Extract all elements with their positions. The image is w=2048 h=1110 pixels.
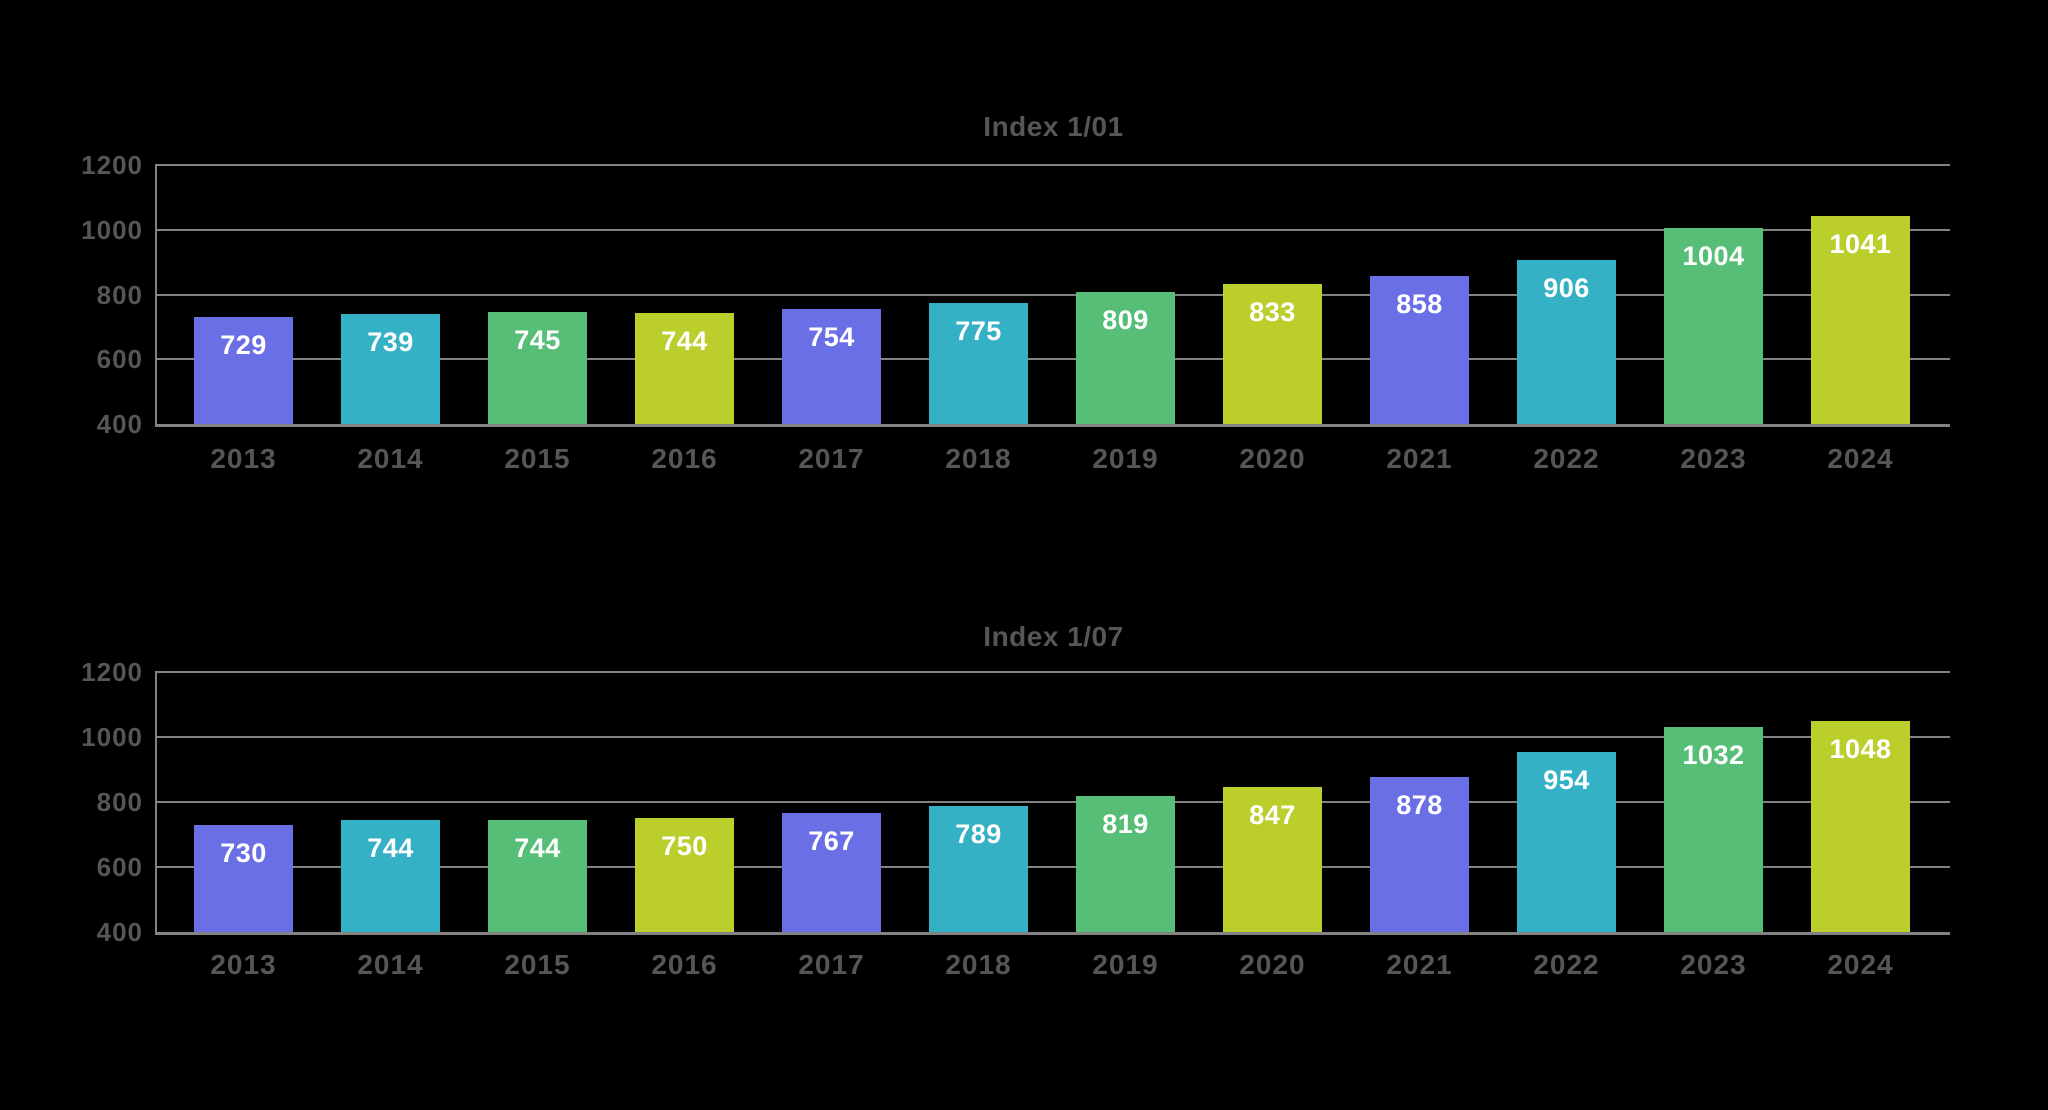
bar-value-label: 1032 [1682, 740, 1745, 770]
x-tick-label-2018: 2018 [945, 949, 1012, 980]
bar-value-label: 906 [1543, 273, 1590, 303]
y-tick-label-1000: 1000 [81, 722, 143, 752]
bar-value-label: 729 [220, 330, 267, 360]
bar-2019: 819 [1076, 796, 1175, 932]
bar-2023: 1032 [1664, 727, 1763, 932]
bar-2023: 1004 [1664, 228, 1763, 424]
bar-2021: 858 [1370, 276, 1469, 424]
bar-2021: 878 [1370, 777, 1469, 932]
x-tick-label-2017: 2017 [798, 949, 865, 980]
bar-value-label: 744 [514, 833, 561, 863]
x-tick-label-2014: 2014 [357, 443, 424, 474]
bar-value-label: 775 [955, 316, 1002, 346]
bar-value-label: 1004 [1682, 241, 1745, 271]
x-tick-label-2018: 2018 [945, 443, 1012, 474]
bar-2017: 754 [782, 309, 881, 424]
bar-2018: 789 [929, 806, 1028, 932]
bar-2020: 833 [1223, 284, 1322, 424]
bar-2024: 1041 [1811, 216, 1910, 424]
bar-value-label: 754 [808, 322, 855, 352]
bar-2020: 847 [1223, 787, 1322, 932]
x-tick-label-2013: 2013 [210, 949, 277, 980]
bar-2014: 744 [341, 820, 440, 932]
bar-value-label: 878 [1396, 790, 1443, 820]
bar-2017: 767 [782, 813, 881, 932]
x-tick-label-2024: 2024 [1827, 443, 1894, 474]
bar-2016: 744 [635, 313, 734, 424]
bar-value-label: 847 [1249, 800, 1296, 830]
bar-2015: 744 [488, 820, 587, 932]
bar-value-label: 954 [1543, 765, 1590, 795]
bar-2015: 745 [488, 312, 587, 424]
chart-title: Index 1/01 [983, 111, 1124, 142]
x-axis-line [155, 424, 1950, 427]
y-tick-label-600: 600 [96, 852, 143, 882]
x-tick-label-2020: 2020 [1239, 443, 1306, 474]
x-tick-label-2019: 2019 [1092, 443, 1159, 474]
x-tick-label-2024: 2024 [1827, 949, 1894, 980]
x-tick-label-2021: 2021 [1386, 949, 1453, 980]
bar-value-label: 739 [367, 327, 414, 357]
bar-2019: 809 [1076, 292, 1175, 424]
x-tick-label-2022: 2022 [1533, 949, 1600, 980]
bar-2013: 729 [194, 317, 293, 424]
x-tick-label-2023: 2023 [1680, 443, 1747, 474]
bar-value-label: 833 [1249, 297, 1296, 327]
x-tick-label-2015: 2015 [504, 443, 571, 474]
y-tick-label-400: 400 [96, 409, 143, 439]
bar-value-label: 744 [367, 833, 414, 863]
bar-2024: 1048 [1811, 721, 1910, 932]
bar-value-label: 809 [1102, 305, 1149, 335]
bar-2022: 906 [1517, 260, 1616, 424]
x-tick-label-2014: 2014 [357, 949, 424, 980]
bar-value-label: 819 [1102, 809, 1149, 839]
y-tick-label-1200: 1200 [81, 657, 143, 687]
gridline-1200 [156, 164, 1950, 166]
bar-value-label: 750 [661, 831, 708, 861]
x-tick-label-2022: 2022 [1533, 443, 1600, 474]
gridline-800 [156, 294, 1950, 296]
gridline-1000 [156, 229, 1950, 231]
gridline-600 [156, 866, 1950, 868]
bar-2013: 730 [194, 825, 293, 932]
chart-title: Index 1/07 [983, 621, 1124, 652]
x-tick-label-2015: 2015 [504, 949, 571, 980]
gridline-800 [156, 801, 1950, 803]
x-tick-label-2017: 2017 [798, 443, 865, 474]
y-tick-label-600: 600 [96, 344, 143, 374]
y-axis-line [155, 164, 157, 425]
x-tick-label-2020: 2020 [1239, 949, 1306, 980]
bar-value-label: 858 [1396, 289, 1443, 319]
bar-2022: 954 [1517, 752, 1616, 932]
gridline-600 [156, 358, 1950, 360]
bar-value-label: 789 [955, 819, 1002, 849]
bar-value-label: 745 [514, 325, 561, 355]
x-tick-label-2016: 2016 [651, 949, 718, 980]
gridline-1000 [156, 736, 1950, 738]
y-axis-line [155, 671, 157, 933]
x-axis-line [155, 932, 1950, 935]
x-tick-label-2013: 2013 [210, 443, 277, 474]
y-tick-label-400: 400 [96, 917, 143, 947]
bar-value-label: 767 [808, 826, 855, 856]
y-tick-label-800: 800 [96, 787, 143, 817]
bar-value-label: 1048 [1829, 734, 1892, 764]
x-tick-label-2021: 2021 [1386, 443, 1453, 474]
bar-value-label: 730 [220, 838, 267, 868]
y-tick-label-800: 800 [96, 280, 143, 310]
bar-2016: 750 [635, 818, 734, 932]
x-tick-label-2023: 2023 [1680, 949, 1747, 980]
bar-value-label: 744 [661, 326, 708, 356]
y-tick-label-1200: 1200 [81, 150, 143, 180]
bar-2018: 775 [929, 303, 1028, 424]
gridline-1200 [156, 671, 1950, 673]
x-tick-label-2019: 2019 [1092, 949, 1159, 980]
bar-2014: 739 [341, 314, 440, 424]
bar-value-label: 1041 [1829, 229, 1892, 259]
y-tick-label-1000: 1000 [81, 215, 143, 245]
x-tick-label-2016: 2016 [651, 443, 718, 474]
